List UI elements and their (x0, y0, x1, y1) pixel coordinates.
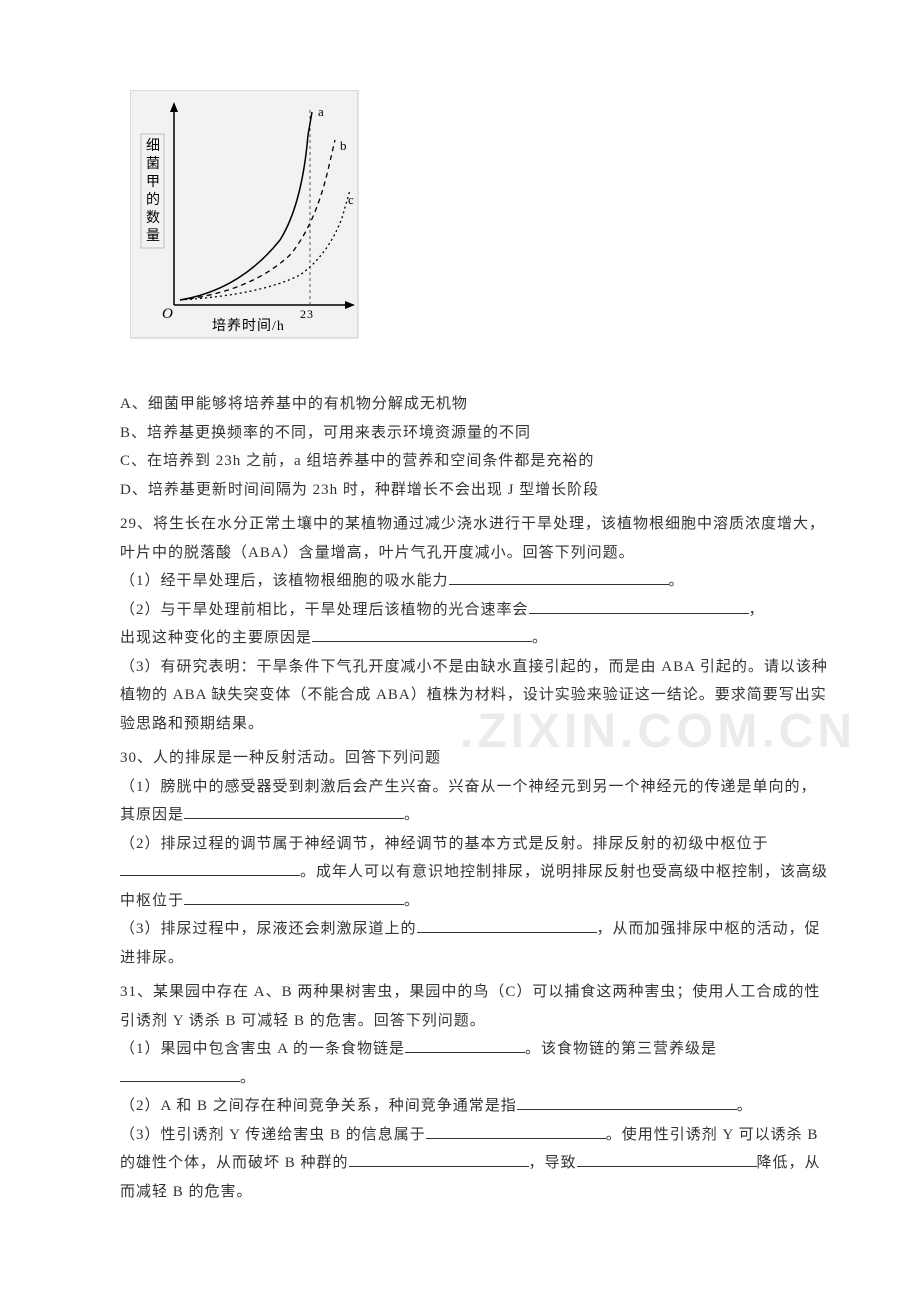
blank (312, 627, 532, 642)
svg-text:数: 数 (146, 210, 161, 226)
q29-s2b-post: 。 (532, 630, 548, 646)
q30-s2-pre: （2）排尿过程的调节属于神经调节，神经调节的基本方式是反射。排尿反射的初级中枢位… (120, 836, 769, 852)
q29-s2-pre: （2）与干旱处理前相比，干旱处理后该植物的光合速率会 (120, 602, 529, 618)
svg-text:菌: 菌 (146, 156, 161, 172)
q30-s3-pre: （3）排尿过程中，尿液还会刺激尿道上的 (120, 921, 417, 937)
q30-sub3: （3）排尿过程中，尿液还会刺激尿道上的，从而加强排尿中枢的活动，促进排尿。 (120, 915, 830, 972)
series-label-c: c (348, 192, 355, 207)
origin-label: O (162, 306, 174, 322)
q30-sub1: （1）膀胱中的感受器受到刺激后会产生兴奋。兴奋从一个神经元到另一个神经元的传递是… (120, 773, 830, 830)
blank (417, 918, 597, 933)
chart-container: a b c O 23 培养时间/h 细 菌 甲 的 数 量 (130, 90, 830, 340)
blank (449, 570, 669, 585)
series-label-b: b (340, 138, 348, 153)
blank (426, 1124, 606, 1139)
q31-s3-mid2: ，导致 (529, 1155, 577, 1171)
q29-s2b-pre: 出现这种变化的主要原因是 (120, 630, 312, 646)
chart-svg: a b c O 23 培养时间/h 细 菌 甲 的 数 量 (130, 90, 360, 340)
blank (120, 1067, 240, 1082)
growth-chart: a b c O 23 培养时间/h 细 菌 甲 的 数 量 (130, 90, 360, 340)
blank (184, 890, 404, 905)
option-b: B、培养基更换频率的不同，可用来表示环境资源量的不同 (120, 419, 830, 448)
q29-sub1: （1）经干旱处理后，该植物根细胞的吸水能力 。 (120, 567, 830, 596)
q30-sub2: （2）排尿过程的调节属于神经调节，神经调节的基本方式是反射。排尿反射的初级中枢位… (120, 830, 830, 916)
svg-text:细: 细 (146, 138, 161, 154)
q31-s2-post: 。 (737, 1098, 753, 1114)
q30-s2-post: 。 (404, 893, 420, 909)
series-label-a: a (318, 104, 325, 119)
svg-text:量: 量 (146, 228, 161, 244)
q31-s3-pre: （3）性引诱剂 Y 传递给害虫 B 的信息属于 (120, 1127, 426, 1143)
blank (517, 1095, 737, 1110)
q31-s2-pre: （2）A 和 B 之间存在种间竞争关系，种间竞争通常是指 (120, 1098, 517, 1114)
x-label: 培养时间/h (212, 318, 285, 334)
blank (120, 861, 300, 876)
blank (529, 599, 749, 614)
blank (405, 1038, 525, 1053)
q29-sub3: （3）有研究表明：干旱条件下气孔开度减小不是由缺水直接引起的，而是由 ABA 引… (120, 653, 830, 739)
q30-s1-post: 。 (404, 807, 420, 823)
q31-sub3: （3）性引诱剂 Y 传递给害虫 B 的信息属于。使用性引诱剂 Y 可以诱杀 B … (120, 1121, 830, 1207)
option-c: C、在培养到 23h 之前，a 组培养基中的营养和空间条件都是充裕的 (120, 447, 830, 476)
q31-sub1: （1）果园中包含害虫 A 的一条食物链是 。该食物链的第三营养级是。 (120, 1035, 830, 1092)
q31-s1-mid: 。该食物链的第三营养级是 (525, 1041, 717, 1057)
q31-sub2: （2）A 和 B 之间存在种间竞争关系，种间竞争通常是指 。 (120, 1092, 830, 1121)
q29-sub2: （2）与干旱处理前相比，干旱处理后该植物的光合速率会 ， (120, 596, 830, 625)
q31-s1-post: 。 (240, 1070, 256, 1086)
svg-text:甲: 甲 (146, 175, 161, 190)
blank (184, 804, 404, 819)
q29-s1-post: 。 (669, 573, 685, 589)
option-a: A、细菌甲能够将培养基中的有机物分解成无机物 (120, 390, 830, 419)
xtick-23: 23 (300, 307, 314, 321)
question-30: 30、人的排尿是一种反射活动。回答下列问题 （1）膀胱中的感受器受到刺激后会产生… (120, 744, 830, 972)
blank (577, 1152, 757, 1167)
q29-intro: 29、将生长在水分正常土壤中的某植物通过减少浇水进行干旱处理，该植物根细胞中溶质… (120, 510, 830, 567)
question-31: 31、某果园中存在 A、B 两种果树害虫，果园中的鸟（C）可以捕食这两种害虫；使… (120, 978, 830, 1206)
q29-s1-pre: （1）经干旱处理后，该植物根细胞的吸水能力 (120, 573, 449, 589)
q31-intro: 31、某果园中存在 A、B 两种果树害虫，果园中的鸟（C）可以捕食这两种害虫；使… (120, 978, 830, 1035)
q29-s2-post: ， (749, 602, 765, 618)
question-29: 29、将生长在水分正常土壤中的某植物通过减少浇水进行干旱处理，该植物根细胞中溶质… (120, 510, 830, 738)
blank (349, 1152, 529, 1167)
options-block: A、细菌甲能够将培养基中的有机物分解成无机物 B、培养基更换频率的不同，可用来表… (120, 390, 830, 504)
option-d: D、培养基更新时间间隔为 23h 时，种群增长不会出现 J 型增长阶段 (120, 476, 830, 505)
svg-text:的: 的 (146, 192, 161, 208)
q29-sub2b: 出现这种变化的主要原因是 。 (120, 624, 830, 653)
q30-intro: 30、人的排尿是一种反射活动。回答下列问题 (120, 744, 830, 773)
q31-s1-pre: （1）果园中包含害虫 A 的一条食物链是 (120, 1041, 405, 1057)
